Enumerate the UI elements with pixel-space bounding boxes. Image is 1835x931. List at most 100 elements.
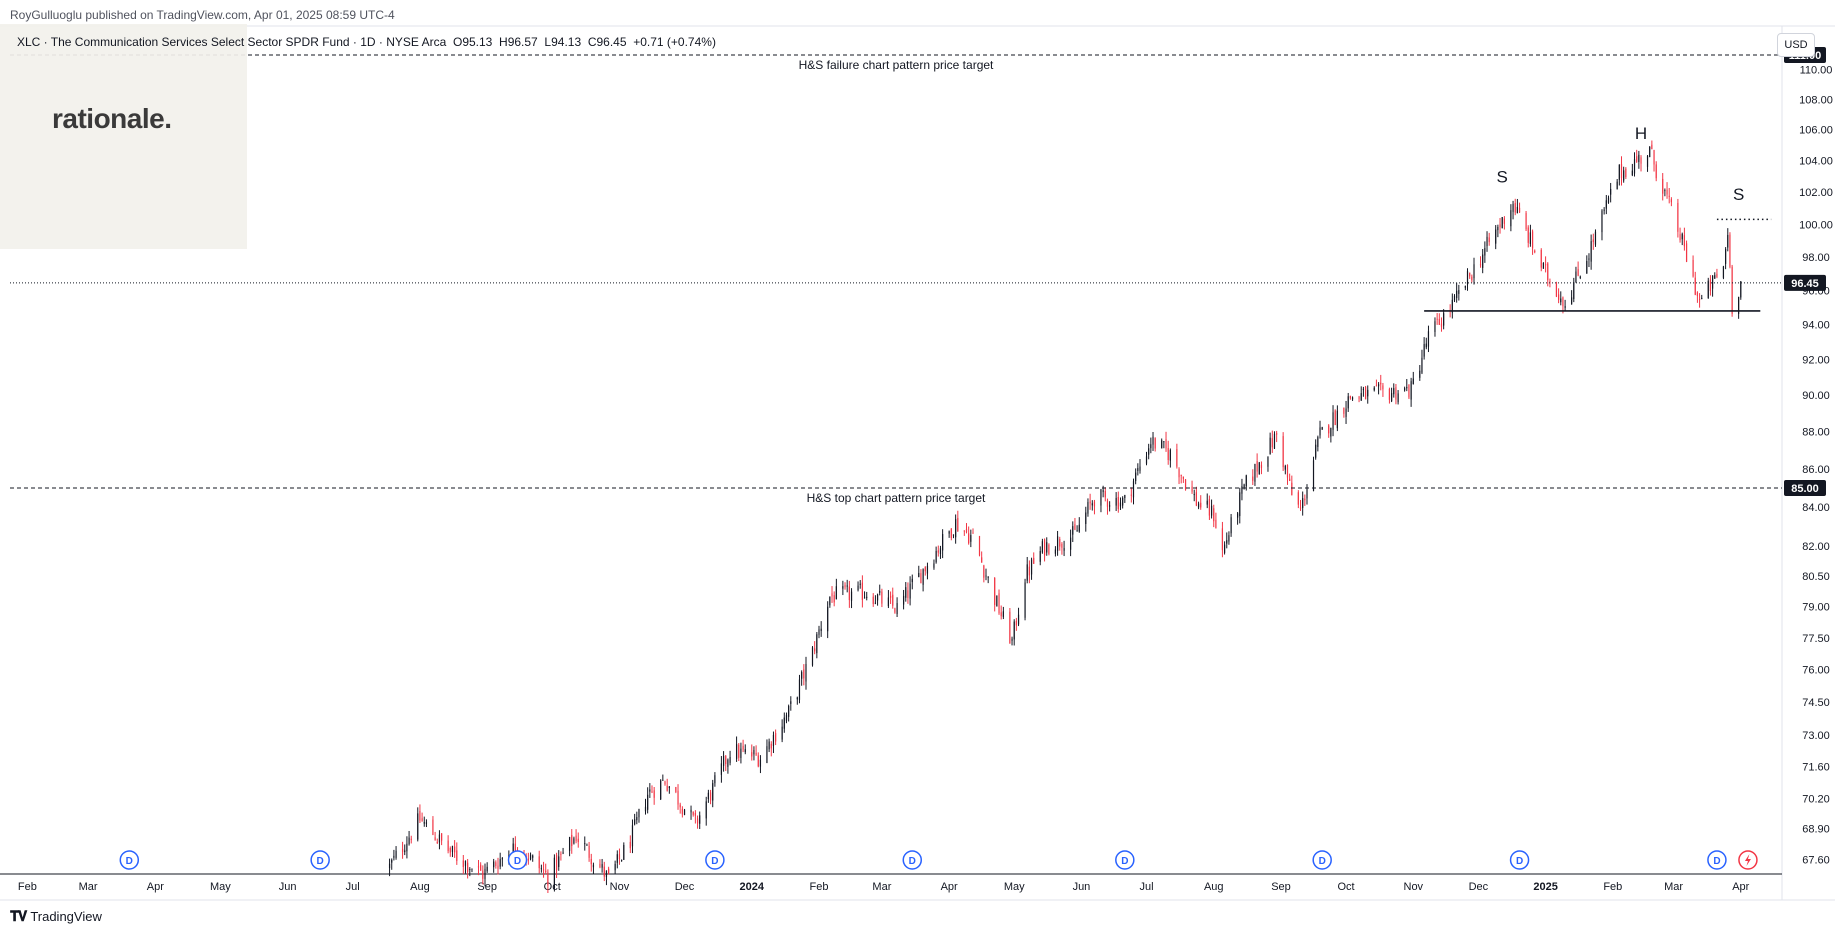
candle	[835, 578, 837, 600]
dividend-marker[interactable]: D	[310, 850, 330, 870]
candle	[1358, 395, 1360, 403]
candle	[872, 593, 874, 607]
candle	[1165, 431, 1167, 452]
candle	[1397, 390, 1399, 405]
candle	[1304, 494, 1306, 506]
candle	[699, 811, 701, 830]
candle	[497, 857, 499, 875]
watermark-panel	[0, 24, 247, 249]
dividend-marker[interactable]: D	[119, 850, 140, 870]
candle	[926, 562, 929, 580]
dividend-marker[interactable]: D	[1707, 850, 1727, 870]
symbol-title[interactable]: XLC · The Communication Services Select …	[17, 35, 447, 49]
candle	[768, 738, 770, 753]
candle	[1139, 459, 1141, 474]
earnings-marker[interactable]	[1738, 850, 1758, 870]
candle	[471, 868, 473, 873]
dividend-marker[interactable]: D	[1509, 850, 1530, 870]
candle	[1367, 385, 1369, 404]
x-tick-label: Apr	[941, 881, 958, 893]
candle	[599, 859, 601, 869]
candle	[560, 851, 562, 861]
candle	[1423, 337, 1425, 360]
candle	[1167, 440, 1169, 465]
y-tick-label: 74.50	[1802, 697, 1830, 709]
candle	[892, 587, 894, 609]
y-tick-label: 76.00	[1802, 665, 1830, 677]
candle	[675, 786, 677, 794]
x-tick-label: Apr	[147, 881, 164, 893]
candle	[588, 841, 590, 862]
candle	[1380, 374, 1382, 391]
candle	[1223, 541, 1226, 555]
candle	[649, 783, 651, 798]
candle	[621, 859, 623, 862]
candle	[1679, 227, 1681, 243]
candle	[1345, 400, 1347, 424]
candle	[1531, 229, 1534, 255]
price-change: +0.71 (+0.74%)	[633, 35, 716, 49]
candle	[1276, 430, 1278, 443]
dividend-marker[interactable]: D	[1115, 850, 1135, 870]
publish-info: RoyGulluoglu published on TradingView.co…	[10, 8, 395, 22]
chart-axes: 67.60 68.90 70.20 71.60 73.00 74.50 76.00 77.50…	[0, 25, 1835, 901]
dividend-marker[interactable]: D	[705, 850, 725, 870]
candle	[1061, 542, 1063, 555]
candle	[1711, 275, 1714, 297]
candle	[1230, 513, 1232, 537]
candle	[1560, 291, 1562, 306]
candle	[1048, 543, 1050, 556]
candle	[705, 796, 707, 826]
x-tick-label: Mar	[1664, 881, 1683, 893]
candle	[644, 798, 647, 815]
candle	[1154, 437, 1156, 452]
candle	[1479, 256, 1482, 268]
candle	[1315, 439, 1317, 460]
candle	[1558, 288, 1560, 304]
candle	[1605, 195, 1607, 215]
candle	[896, 597, 898, 618]
candle	[1256, 453, 1258, 478]
y-tick-label: 86.00	[1802, 464, 1830, 476]
candle	[1575, 266, 1577, 283]
candle	[1289, 473, 1291, 482]
dividend-marker[interactable]: D	[902, 850, 923, 870]
svg-text:D: D	[514, 856, 521, 867]
y-tick-label: 79.00	[1802, 602, 1830, 614]
svg-text:85.00: 85.00	[1791, 483, 1819, 495]
candle	[1482, 248, 1484, 274]
candle	[1030, 557, 1033, 580]
dividend-marker[interactable]: D	[1312, 850, 1332, 870]
candle	[831, 586, 833, 603]
dividend-marker[interactable]: D	[507, 850, 528, 870]
candle	[1692, 255, 1694, 278]
candle	[1651, 140, 1653, 150]
candle	[952, 534, 955, 539]
candle	[660, 779, 662, 801]
y-tick-label: 90.00	[1802, 390, 1830, 402]
candle	[629, 835, 631, 854]
tradingview-logo-icon: 𝐓𝐕	[10, 908, 27, 924]
x-tick-label: 2025	[1533, 881, 1557, 893]
candle	[1601, 209, 1603, 241]
candle	[401, 841, 404, 859]
candle	[1245, 474, 1247, 491]
candle	[1213, 504, 1215, 528]
candle	[1738, 296, 1740, 319]
candle	[527, 852, 529, 865]
candle	[1291, 475, 1293, 496]
svg-text:D: D	[126, 856, 133, 867]
candle	[1286, 464, 1289, 485]
svg-text:96.45: 96.45	[1791, 278, 1819, 290]
currency-selector[interactable]: USD	[1777, 33, 1815, 57]
candle	[909, 576, 911, 606]
candle	[1078, 517, 1080, 533]
candle	[1009, 607, 1011, 644]
pattern-label: S	[1497, 168, 1508, 187]
candle	[1122, 496, 1124, 509]
candle	[618, 848, 621, 865]
candle	[1221, 521, 1224, 558]
tradingview-footer[interactable]: 𝐓𝐕 TradingView	[10, 908, 102, 925]
y-tick-label: 70.20	[1802, 793, 1830, 805]
